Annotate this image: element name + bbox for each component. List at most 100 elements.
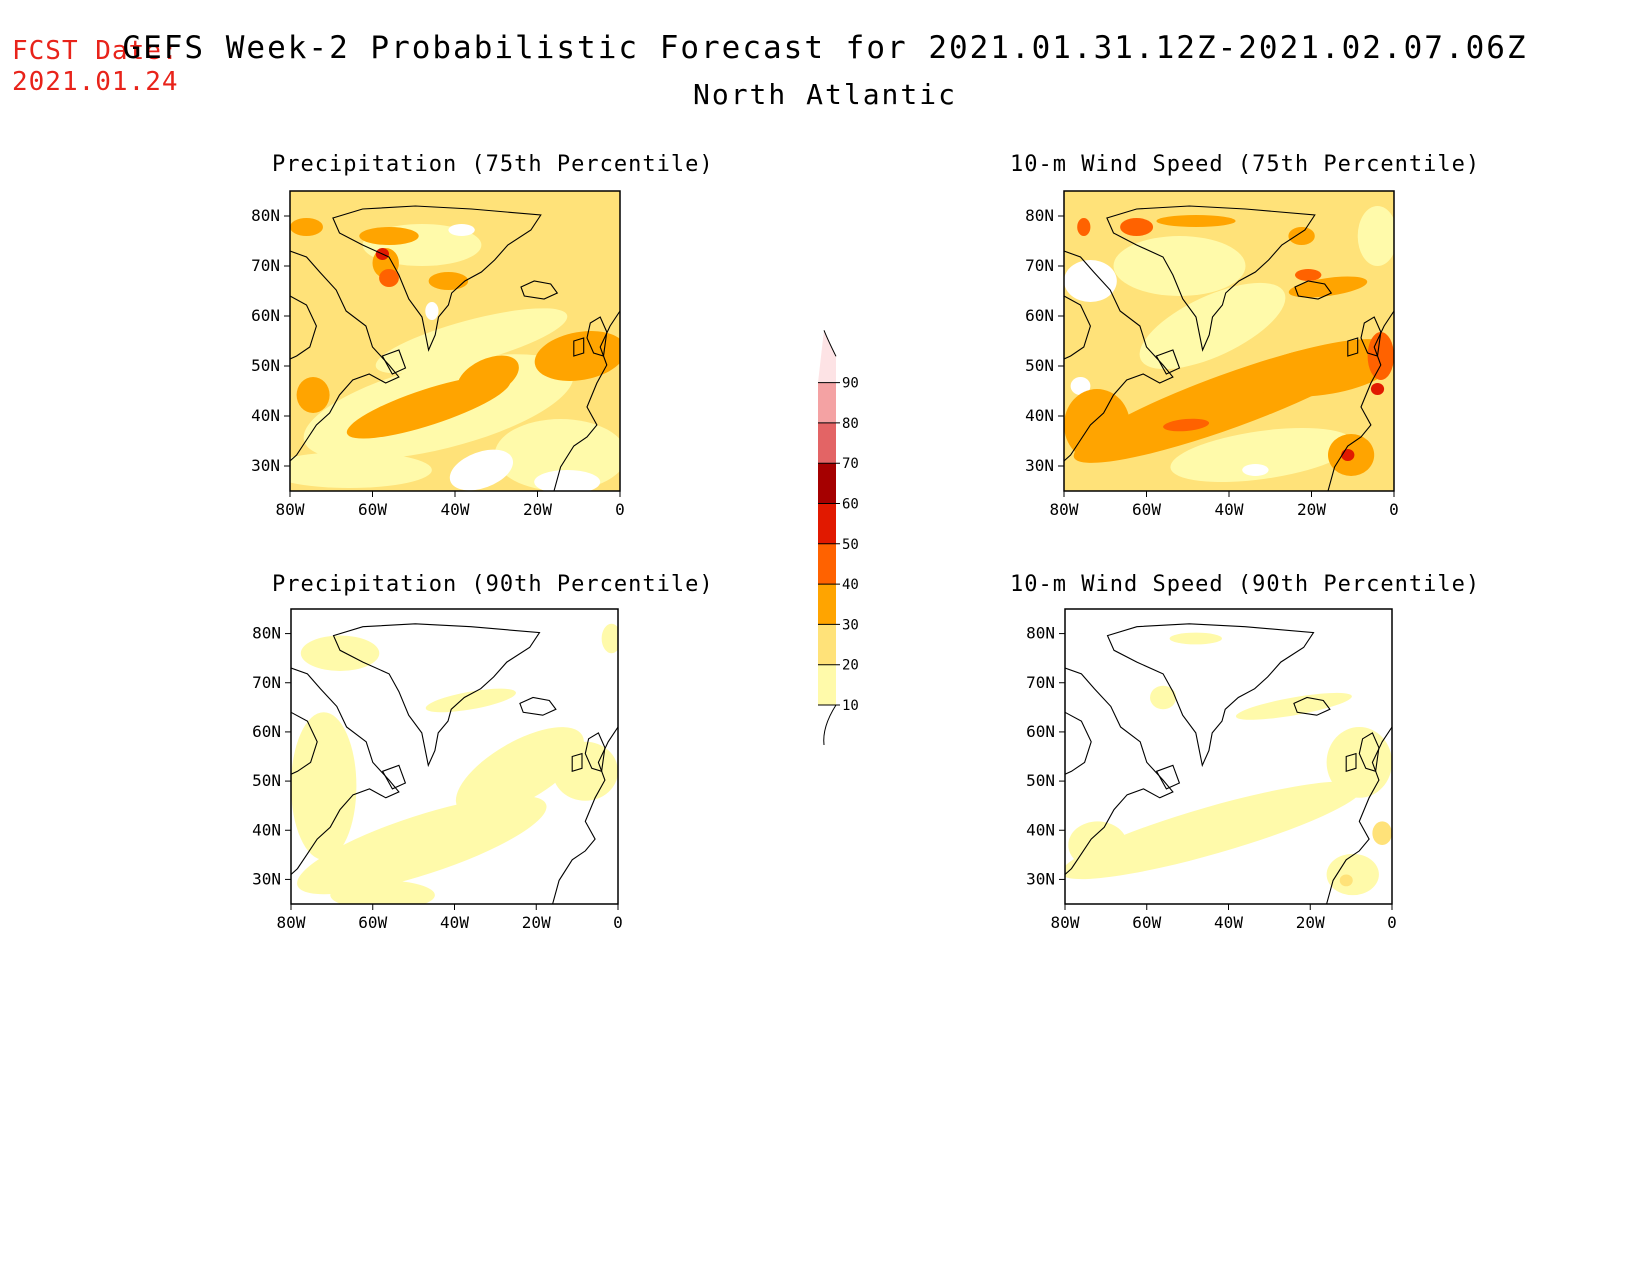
lat-label: 70N: [1026, 673, 1055, 692]
lon-label: 0: [615, 500, 625, 519]
iceland-coast: [1294, 280, 1333, 300]
lat-label: 30N: [1026, 869, 1055, 888]
lat-label: 80N: [251, 206, 280, 225]
probability-contour: [1064, 389, 1130, 461]
ireland-coast: [573, 337, 585, 357]
probability-contour: [1357, 206, 1394, 266]
colorbar-label: 70: [842, 456, 859, 472]
colorbar-label: 40: [842, 577, 859, 593]
probability-contour: [1288, 227, 1315, 245]
lat-label: 70N: [251, 256, 280, 275]
newfoundland-coast: [381, 349, 407, 375]
lon-label: 80W: [1051, 913, 1080, 932]
panel-title-wind75: 10-m Wind Speed (75th Percentile): [1010, 152, 1481, 177]
colorbar-segment: [818, 503, 836, 544]
probability-contour: [449, 449, 514, 491]
probability-contour: [1372, 821, 1392, 845]
lat-label: 70N: [252, 673, 281, 692]
north-america-coast: [290, 250, 400, 462]
lat-label: 30N: [1025, 456, 1054, 475]
colorbar-label: 90: [842, 376, 859, 392]
europe-coast: [552, 726, 618, 904]
newfoundland-coast: [1155, 764, 1181, 790]
probability-contour: [552, 741, 618, 801]
lat-label: 30N: [252, 869, 281, 888]
probability-contour: [1077, 218, 1091, 236]
colorbar-label: 10: [842, 698, 859, 714]
lon-label: 40W: [440, 913, 469, 932]
lon-label: 80W: [276, 500, 305, 519]
ireland-coast: [1345, 752, 1357, 773]
north-america-coast: [1064, 250, 1174, 462]
hudson-bay-coast: [1065, 711, 1092, 775]
probability-contour: [1065, 781, 1364, 880]
colorbar-segment: [818, 543, 836, 585]
probability-contour: [1113, 236, 1246, 296]
europe-coast: [1327, 310, 1394, 491]
britain-coast: [1358, 732, 1380, 773]
fcst-label-text: FCST Date:: [12, 36, 179, 66]
lat-label: 70N: [1025, 256, 1054, 275]
colorbar-label: 50: [842, 537, 859, 553]
probability-contour: [1170, 427, 1354, 483]
iceland-coast: [520, 280, 559, 300]
lon-label: 0: [1389, 500, 1399, 519]
britain-coast: [584, 732, 606, 773]
map-precip-90th: 80N 70N 60N 50N 40N 30N 80W 60W 40W 20W 0: [252, 608, 623, 932]
probability-contour: [290, 452, 432, 488]
probability-contour: [1288, 276, 1368, 298]
colorbar-label: 60: [842, 497, 859, 513]
probability-contour: [290, 218, 323, 236]
lon-label: 60W: [1132, 913, 1161, 932]
probability-contour: [1341, 449, 1355, 461]
page-subtitle: North Atlantic: [692, 78, 957, 111]
lat-label: 40N: [1025, 406, 1054, 425]
lat-label: 40N: [1026, 820, 1055, 839]
colorbar-segment: [818, 624, 836, 665]
newfoundland-coast: [1155, 349, 1181, 375]
map-wind-75th: 80N 70N 60N 50N 40N 30N 80W 60W 40W 20W 0: [1025, 190, 1399, 519]
lat-label: 60N: [1025, 306, 1054, 325]
panel-title-wind90: 10-m Wind Speed (90th Percentile): [1010, 572, 1481, 597]
lon-label: 60W: [358, 913, 387, 932]
iceland-coast: [1293, 696, 1331, 716]
lat-label: 40N: [251, 406, 280, 425]
lat-label: 50N: [251, 356, 280, 375]
hudson-bay-coast: [1064, 295, 1091, 360]
lon-label: 60W: [358, 500, 387, 519]
probability-contour: [1150, 685, 1177, 710]
lat-label: 60N: [251, 306, 280, 325]
probability-contour: [300, 635, 380, 671]
probability-contour: [1235, 692, 1352, 720]
probability-contour: [1169, 632, 1222, 645]
lon-label: 40W: [1214, 913, 1243, 932]
probability-contour: [359, 227, 419, 245]
probability-contour: [457, 355, 519, 399]
newfoundland-coast: [381, 764, 407, 790]
lat-label: 60N: [1026, 722, 1055, 741]
europe-coast: [1326, 726, 1392, 904]
colorbar-segment: [818, 584, 836, 625]
lon-label: 40W: [441, 500, 470, 519]
probability-contour: [534, 331, 620, 381]
colorbar-upper-tail: [818, 330, 836, 383]
colorbar-label: 80: [842, 416, 859, 432]
britain-coast: [586, 316, 608, 357]
probability-contour: [534, 470, 601, 491]
greenland-coast: [1106, 623, 1315, 768]
probability-contour: [455, 727, 584, 816]
lat-label: 60N: [252, 722, 281, 741]
lon-label: 20W: [522, 913, 551, 932]
lat-label: 80N: [252, 624, 281, 643]
lat-label: 50N: [1026, 771, 1055, 790]
probability-contour: [1367, 332, 1394, 380]
probability-contour: [1242, 464, 1269, 476]
probability-contour: [1249, 345, 1394, 397]
lon-label: 20W: [523, 500, 552, 519]
europe-coast: [553, 310, 620, 491]
lat-label: 80N: [1026, 624, 1055, 643]
probability-contour: [330, 880, 435, 904]
probability-contour: [1326, 727, 1392, 798]
colorbar-legend: 10 20 30 40 50 60 70 80 90: [818, 330, 859, 746]
probability-contour: [1070, 377, 1091, 395]
